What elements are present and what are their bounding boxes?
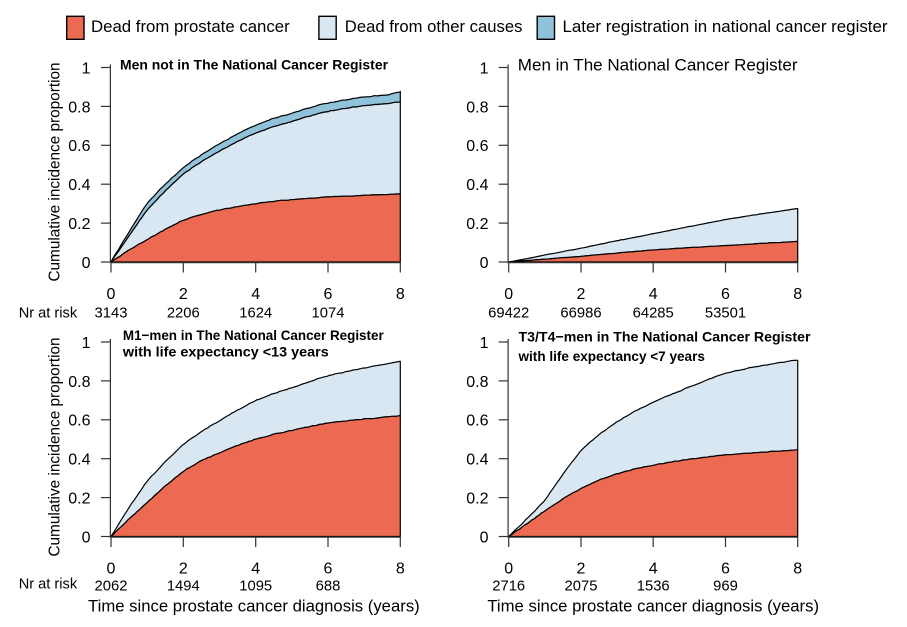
- svg-text:Time since prostate cancer dia: Time since prostate cancer diagnosis (ye…: [487, 598, 819, 616]
- svg-text:0: 0: [82, 529, 91, 546]
- svg-text:0.8: 0.8: [68, 374, 90, 391]
- svg-text:Time since prostate cancer dia: Time since prostate cancer diagnosis (ye…: [88, 598, 420, 616]
- svg-text:4: 4: [649, 286, 658, 303]
- svg-text:0.6: 0.6: [466, 413, 488, 430]
- svg-text:2: 2: [179, 561, 188, 578]
- svg-text:0: 0: [480, 529, 489, 546]
- svg-text:0.4: 0.4: [68, 177, 90, 194]
- svg-text:0: 0: [480, 255, 489, 272]
- svg-text:0.6: 0.6: [68, 138, 90, 155]
- svg-text:0.8: 0.8: [466, 374, 488, 391]
- svg-text:Cumulative incidence proportio: Cumulative incidence proportion: [47, 62, 64, 281]
- svg-text:Dead from other causes: Dead from other causes: [345, 17, 523, 36]
- svg-text:3143: 3143: [95, 306, 128, 322]
- svg-text:0.2: 0.2: [466, 491, 488, 508]
- svg-text:2716: 2716: [492, 579, 525, 595]
- svg-text:2062: 2062: [95, 579, 128, 595]
- svg-text:8: 8: [396, 561, 405, 578]
- svg-text:0.6: 0.6: [466, 138, 488, 155]
- svg-text:Cumulative incidence proportio: Cumulative incidence proportion: [47, 337, 64, 556]
- svg-text:M1−men in The National Cancer: M1−men in The National Cancer Register: [123, 327, 384, 343]
- svg-text:6: 6: [324, 561, 333, 578]
- svg-text:53501: 53501: [705, 306, 746, 322]
- svg-text:Men not in The National Cancer: Men not in The National Cancer Register: [120, 57, 389, 73]
- svg-text:6: 6: [721, 286, 730, 303]
- svg-text:1074: 1074: [312, 306, 345, 322]
- svg-text:8: 8: [793, 561, 802, 578]
- svg-text:0.4: 0.4: [68, 452, 90, 469]
- svg-text:66986: 66986: [560, 306, 601, 322]
- svg-text:0: 0: [504, 286, 513, 303]
- svg-text:6: 6: [324, 286, 333, 303]
- svg-text:Later registration in national: Later registration in national cancer re…: [563, 17, 888, 36]
- svg-text:64285: 64285: [633, 306, 674, 322]
- svg-text:6: 6: [721, 561, 730, 578]
- svg-text:2206: 2206: [167, 306, 200, 322]
- svg-text:2: 2: [179, 286, 188, 303]
- svg-text:1536: 1536: [637, 579, 670, 595]
- svg-text:1: 1: [82, 60, 91, 77]
- svg-text:688: 688: [316, 579, 341, 595]
- svg-text:8: 8: [396, 286, 405, 303]
- svg-text:4: 4: [649, 561, 658, 578]
- svg-text:with life expectancy <7 years: with life expectancy <7 years: [518, 348, 706, 364]
- svg-text:with life expectancy <13 years: with life expectancy <13 years: [122, 344, 329, 360]
- svg-text:0.2: 0.2: [466, 216, 488, 233]
- svg-text:Dead from prostate cancer: Dead from prostate cancer: [91, 17, 290, 36]
- svg-text:0.6: 0.6: [68, 413, 90, 430]
- svg-text:1: 1: [480, 60, 489, 77]
- svg-text:1: 1: [82, 335, 91, 352]
- svg-text:0.2: 0.2: [68, 491, 90, 508]
- svg-text:0: 0: [82, 255, 91, 272]
- svg-text:Nr at risk: Nr at risk: [19, 306, 78, 322]
- svg-text:4: 4: [251, 561, 260, 578]
- svg-text:1624: 1624: [239, 306, 272, 322]
- svg-text:0.8: 0.8: [466, 99, 488, 116]
- svg-text:2: 2: [577, 561, 586, 578]
- svg-text:8: 8: [793, 286, 802, 303]
- svg-text:0.4: 0.4: [466, 452, 488, 469]
- svg-text:Men in The National Cancer Reg: Men in The National Cancer Register: [518, 56, 798, 75]
- svg-text:0: 0: [504, 561, 513, 578]
- svg-text:0.2: 0.2: [68, 216, 90, 233]
- svg-text:0: 0: [107, 561, 116, 578]
- svg-text:2075: 2075: [565, 579, 598, 595]
- svg-text:0: 0: [107, 286, 116, 303]
- svg-text:69422: 69422: [488, 306, 529, 322]
- svg-text:T3/T4−men in The National Canc: T3/T4−men in The National Cancer Registe…: [519, 329, 812, 345]
- svg-text:0.4: 0.4: [466, 177, 488, 194]
- svg-text:969: 969: [713, 579, 738, 595]
- svg-text:1: 1: [480, 335, 489, 352]
- svg-text:Nr at risk: Nr at risk: [19, 577, 78, 593]
- svg-text:4: 4: [251, 286, 260, 303]
- svg-text:1095: 1095: [239, 579, 272, 595]
- svg-text:2: 2: [577, 286, 586, 303]
- svg-text:1494: 1494: [167, 579, 200, 595]
- svg-text:0.8: 0.8: [68, 99, 90, 116]
